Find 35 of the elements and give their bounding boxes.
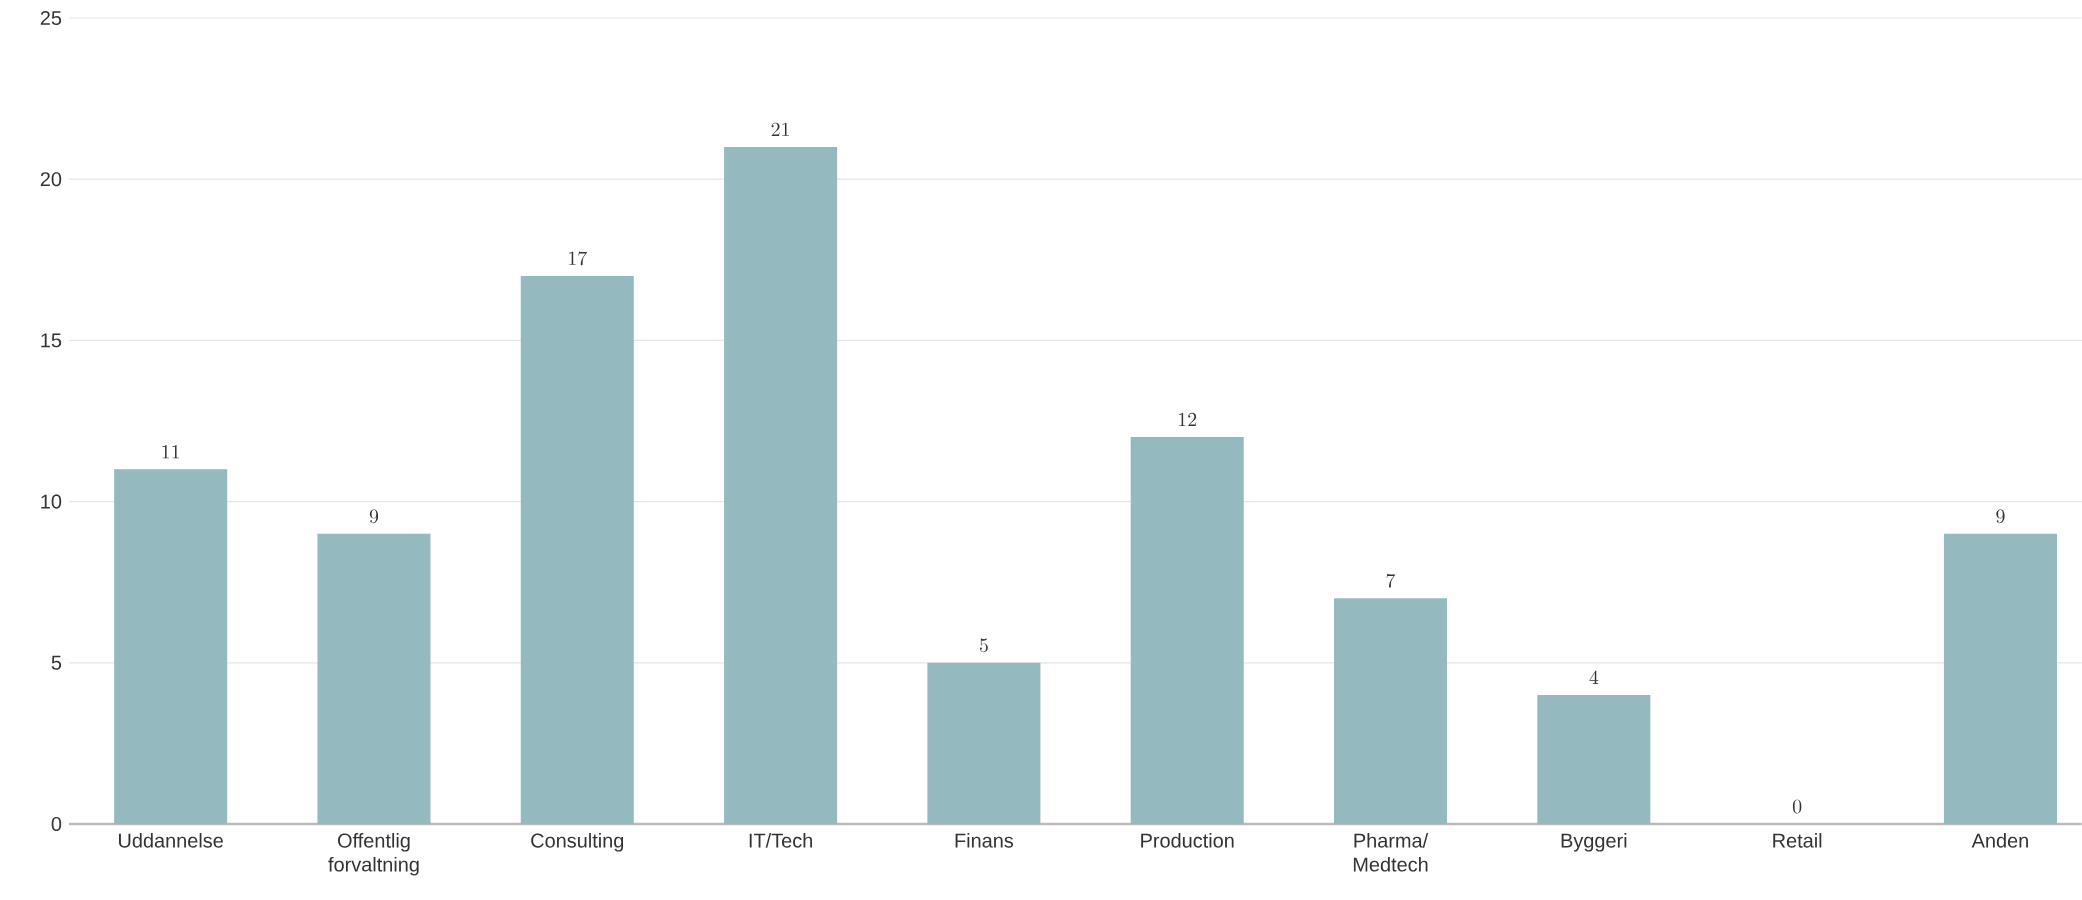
data-label: 9: [369, 509, 379, 524]
bar: [1943, 533, 2057, 824]
y-tick-label: 5: [51, 655, 62, 670]
x-tick-label: Finans: [955, 833, 1014, 848]
data-label: 12: [1179, 412, 1197, 427]
x-tick-label: Production: [1141, 833, 1234, 848]
y-tick-label: 25: [40, 10, 62, 26]
y-tick-label: 0: [51, 816, 62, 832]
data-label: 21: [771, 122, 789, 136]
bar: [1130, 437, 1244, 824]
data-label: 17: [569, 251, 587, 266]
bar: [927, 662, 1041, 824]
x-tick-label: Retail: [1773, 833, 1822, 848]
data-label: 7: [1386, 573, 1396, 588]
data-label: 0: [1792, 799, 1802, 814]
bar: [317, 533, 431, 824]
bar: [114, 469, 228, 824]
x-tick-label: Anden: [1971, 833, 2028, 848]
data-label: 4: [1589, 670, 1599, 684]
x-tick-label: Consulting: [531, 833, 624, 852]
x-tick-label: Offentlig forvaltning: [328, 833, 419, 876]
x-tick-label: Pharma/ Medtech: [1353, 833, 1429, 872]
y-tick-label: 20: [40, 172, 62, 187]
x-tick-label: Byggeri: [1561, 833, 1627, 852]
x-tick-label: IT/Tech: [749, 833, 812, 848]
bar: [520, 275, 634, 824]
bar: [1537, 695, 1651, 824]
data-label: 9: [1996, 509, 2005, 524]
bar: [1334, 598, 1448, 824]
data-label: 5: [979, 638, 988, 653]
data-label: 11: [162, 445, 179, 459]
y-tick-label: 10: [41, 494, 62, 509]
y-tick-label: 15: [41, 333, 62, 348]
x-tick-label: Uddannelse: [119, 833, 223, 848]
bar: [724, 146, 838, 824]
